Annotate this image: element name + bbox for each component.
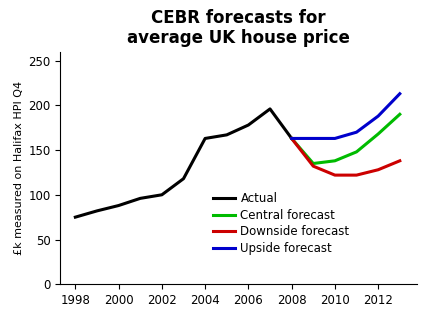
Y-axis label: £k measured on Halifax HPI Q4: £k measured on Halifax HPI Q4 (14, 81, 24, 255)
Line: Upside forecast: Upside forecast (292, 94, 400, 139)
Actual (159, 193, 164, 197)
Central forecast (332, 159, 338, 163)
Line: Downside forecast: Downside forecast (292, 139, 400, 175)
Central forecast (354, 150, 359, 154)
Downside forecast (289, 137, 294, 141)
Actual (95, 209, 100, 213)
Central forecast (289, 137, 294, 141)
Actual (203, 137, 208, 141)
Upside forecast (354, 130, 359, 134)
Line: Central forecast: Central forecast (292, 114, 400, 163)
Line: Actual: Actual (75, 109, 292, 217)
Actual (181, 177, 186, 181)
Actual (267, 107, 273, 111)
Actual (246, 123, 251, 127)
Upside forecast (289, 137, 294, 141)
Central forecast (375, 132, 381, 136)
Upside forecast (375, 114, 381, 118)
Central forecast (397, 112, 402, 116)
Title: CEBR forecasts for
average UK house price: CEBR forecasts for average UK house pric… (127, 8, 350, 47)
Downside forecast (354, 173, 359, 177)
Actual (289, 137, 294, 141)
Downside forecast (311, 164, 316, 168)
Central forecast (311, 162, 316, 165)
Actual (138, 196, 143, 200)
Upside forecast (332, 137, 338, 141)
Downside forecast (332, 173, 338, 177)
Upside forecast (311, 137, 316, 141)
Actual (116, 203, 121, 207)
Downside forecast (375, 168, 381, 172)
Legend: Actual, Central forecast, Downside forecast, Upside forecast: Actual, Central forecast, Downside forec… (209, 188, 354, 260)
Upside forecast (397, 92, 402, 96)
Downside forecast (397, 159, 402, 163)
Actual (224, 133, 229, 137)
Actual (73, 215, 78, 219)
